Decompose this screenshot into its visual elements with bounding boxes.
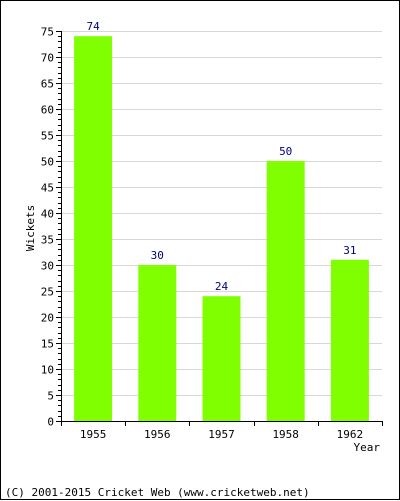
- bar-1962: [330, 259, 369, 421]
- y-tick-label: 40: [41, 208, 54, 221]
- data-label: 30: [151, 249, 164, 262]
- bar-1958: [266, 161, 305, 421]
- copyright-footer: (C) 2001-2015 Cricket Web (www.cricketwe…: [5, 486, 310, 499]
- y-tick-label: 20: [41, 312, 54, 325]
- axes: [56, 31, 383, 426]
- x-tick-label: 1955: [80, 428, 107, 441]
- data-label: 74: [86, 20, 100, 33]
- y-tick-label: 15: [41, 338, 54, 351]
- x-tick-label: 1956: [144, 428, 171, 441]
- y-tick-label: 30: [41, 260, 54, 273]
- bar-1957: [202, 296, 241, 421]
- y-tick-label: 60: [41, 104, 54, 117]
- y-tick-label: 0: [47, 416, 54, 429]
- x-axis-label: Year: [354, 441, 381, 454]
- x-tick-label: 1958: [272, 428, 299, 441]
- y-tick-label: 35: [41, 234, 54, 247]
- labels: 0 5 10 15 20 25 30 35 40 45 50 55 60 65 70 75 74 1955 30 19…: [41, 20, 363, 441]
- bar-1955: [74, 36, 113, 421]
- gridlines: [61, 31, 382, 396]
- data-label: 50: [279, 145, 292, 158]
- y-tick-label: 75: [41, 26, 54, 39]
- x-tick-label: 1962: [337, 428, 364, 441]
- y-tick-label: 10: [41, 364, 54, 377]
- y-tick-label: 45: [41, 182, 54, 195]
- y-tick-label: 5: [47, 390, 54, 403]
- y-tick-label: 70: [41, 52, 54, 65]
- bar-1956: [138, 265, 177, 421]
- y-tick-label: 50: [41, 156, 54, 169]
- x-tick-label: 1957: [208, 428, 235, 441]
- data-label: 24: [215, 280, 229, 293]
- bars: [74, 36, 369, 421]
- y-tick-label: 65: [41, 78, 54, 91]
- data-label: 31: [343, 244, 356, 257]
- y-tick-label: 25: [41, 286, 54, 299]
- y-axis-label: Wickets: [24, 205, 37, 251]
- y-tick-label: 55: [41, 130, 54, 143]
